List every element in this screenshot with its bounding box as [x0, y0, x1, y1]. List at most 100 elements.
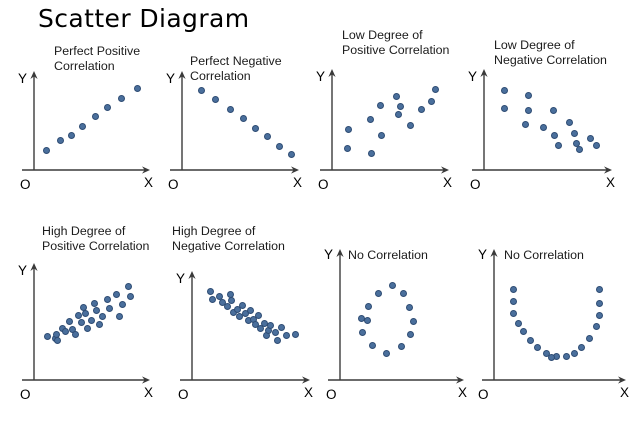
data-point	[226, 105, 234, 113]
data-point	[550, 107, 558, 115]
x-axis-label: X	[620, 385, 630, 400]
data-point	[227, 290, 235, 298]
data-point	[209, 295, 217, 303]
panel-high-degree-negative-correlation: High Degree of Negative Correlation Y O …	[172, 224, 322, 416]
x-axis-label: X	[458, 385, 468, 400]
data-point	[575, 145, 583, 153]
data-point	[103, 295, 111, 303]
data-point	[377, 102, 385, 110]
data-point	[43, 146, 51, 154]
data-point	[363, 316, 371, 324]
y-axis-label: Y	[324, 247, 334, 262]
data-point	[88, 316, 96, 324]
data-point	[397, 343, 405, 351]
data-point	[526, 337, 534, 345]
y-axis-label: Y	[18, 71, 28, 86]
data-point	[407, 331, 415, 339]
data-point	[540, 123, 548, 131]
data-point	[407, 121, 415, 129]
origin-label: O	[470, 177, 481, 192]
data-point	[78, 122, 86, 130]
data-point	[596, 286, 604, 294]
data-point	[368, 150, 376, 158]
data-point	[344, 126, 352, 134]
data-point	[570, 130, 578, 138]
data-point	[92, 306, 100, 314]
origin-label: O	[20, 177, 31, 192]
data-point	[276, 142, 283, 150]
data-point	[133, 85, 141, 93]
data-point	[524, 107, 532, 115]
y-axis-label: Y	[166, 71, 176, 86]
data-point	[586, 134, 594, 142]
scatter-plot-area	[337, 78, 449, 164]
data-point	[533, 344, 541, 351]
panel-perfect-negative-correlation: Perfect Negative Correlation Y O X	[166, 54, 318, 196]
origin-label: O	[20, 387, 31, 402]
data-point	[267, 322, 275, 330]
data-point	[596, 299, 604, 307]
scatter-plot-area	[500, 274, 616, 372]
data-point	[233, 305, 241, 313]
panel-axes	[170, 71, 299, 174]
scatter-plot-area	[346, 274, 452, 372]
y-axis-label: Y	[478, 247, 488, 262]
data-point	[54, 337, 62, 345]
data-point	[288, 151, 296, 159]
data-point	[271, 329, 279, 337]
data-point	[124, 282, 132, 290]
panel-no-correlation-ring: No Correlation Y O X	[320, 248, 476, 418]
data-point	[115, 313, 123, 321]
data-point	[524, 91, 532, 99]
data-point	[369, 342, 376, 350]
data-point	[251, 321, 259, 329]
panel-axes	[328, 249, 464, 384]
panel-axes	[482, 249, 626, 384]
panel-title: Perfect Positive Correlation	[54, 44, 141, 73]
panel-low-degree-positive-correlation: Low Degree of Positive Correlation Y O X	[316, 28, 474, 196]
scatter-plot-area	[38, 78, 148, 166]
data-point	[522, 120, 530, 128]
panel-title: Perfect Negative Correlation	[190, 54, 282, 83]
data-point	[66, 318, 74, 326]
data-point	[81, 310, 89, 318]
x-axis-label: X	[304, 385, 314, 400]
data-point	[519, 328, 527, 336]
data-point	[119, 300, 127, 308]
page-title: Scatter Diagram	[38, 4, 250, 33]
data-point	[395, 111, 403, 119]
y-axis-label: Y	[176, 271, 186, 286]
panel-axes	[180, 271, 310, 384]
x-axis-label: X	[443, 175, 453, 190]
data-point	[75, 311, 83, 319]
data-point	[378, 132, 386, 140]
data-point	[501, 105, 509, 113]
x-axis-label: X	[606, 175, 616, 190]
origin-label: O	[178, 387, 189, 402]
data-point	[44, 332, 52, 340]
data-point	[71, 330, 79, 338]
data-point	[364, 302, 372, 310]
data-point	[78, 318, 86, 326]
data-point	[406, 303, 414, 311]
origin-label: O	[326, 387, 337, 402]
data-point	[389, 282, 397, 290]
data-point	[359, 329, 367, 337]
data-point	[247, 307, 255, 315]
data-point	[99, 313, 107, 321]
x-axis-label: X	[144, 175, 154, 190]
data-point	[417, 106, 425, 114]
data-point	[555, 141, 563, 149]
x-axis-label: X	[293, 175, 303, 190]
data-point	[239, 115, 247, 123]
y-axis-label: Y	[468, 69, 478, 84]
data-point	[585, 335, 593, 343]
data-point	[206, 287, 214, 295]
x-axis-label: X	[144, 385, 154, 400]
panel-title: High Degree of Negative Correlation	[172, 224, 285, 253]
panel-no-correlation-u-shape: No Correlation Y O X	[470, 248, 638, 418]
data-point	[577, 344, 585, 351]
panel-axes	[320, 69, 449, 174]
data-point	[91, 113, 99, 121]
